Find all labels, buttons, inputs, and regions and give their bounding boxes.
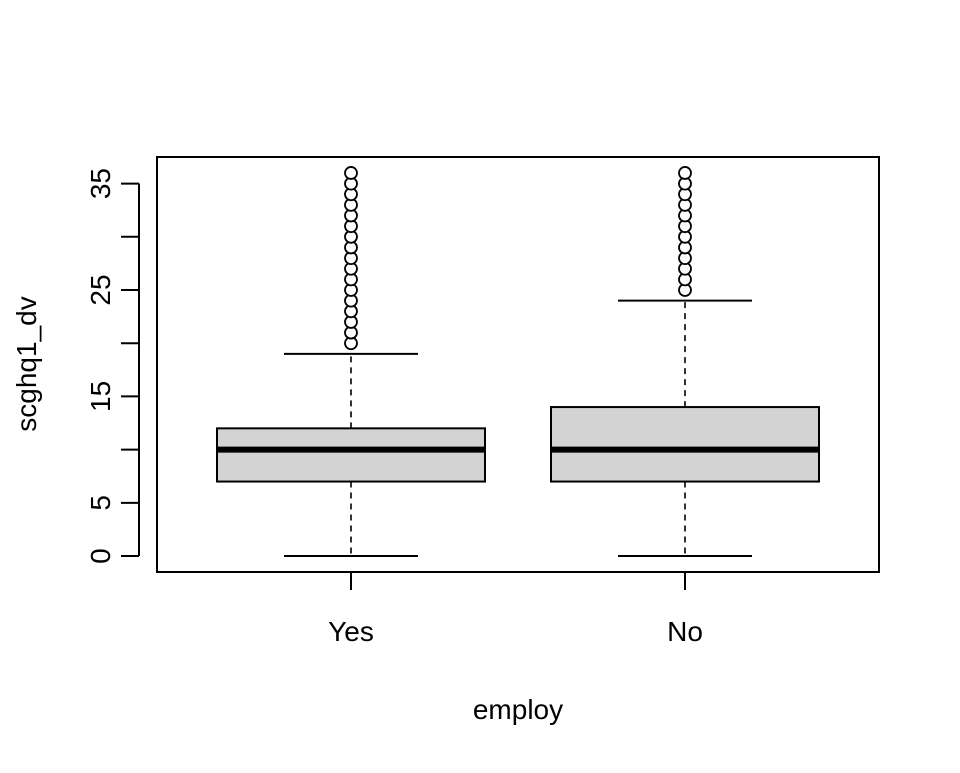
y-tick-label: 5 [85, 495, 116, 511]
plot-frame [156, 156, 880, 573]
outlier-point [678, 166, 692, 180]
y-tick-label: 15 [85, 381, 116, 412]
y-axis-title: scghq1_dv [11, 296, 42, 431]
x-tick-label: No [667, 616, 703, 647]
y-tick-label: 35 [85, 168, 116, 199]
iqr-box [550, 406, 820, 483]
outlier-point [344, 166, 358, 180]
box-no [550, 166, 820, 558]
y-tick-label: 25 [85, 274, 116, 305]
box-group [216, 166, 820, 558]
y-axis: 0 5 15 25 35 [85, 168, 140, 564]
x-axis-title: employ [473, 694, 563, 725]
box-yes [216, 166, 486, 558]
x-tick-label: Yes [328, 616, 374, 647]
y-tick-label: 0 [85, 548, 116, 564]
x-axis: Yes No [328, 572, 703, 647]
iqr-box [216, 427, 486, 483]
